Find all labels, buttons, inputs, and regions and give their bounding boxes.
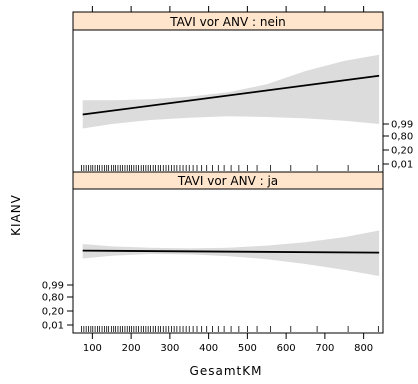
strip-label-1: TAVI vor ANV : ja: [177, 174, 278, 188]
y-tick-label-0-1: 0,80: [391, 132, 413, 143]
y-tick-label-0-0: 0,99: [391, 120, 413, 131]
chart-panels: TAVI vor ANV : nein0,990,800,200,01TAVI …: [42, 6, 413, 354]
y-axis-label: KIANV: [9, 194, 23, 236]
y-tick-label-1-0: 0,99: [42, 281, 64, 292]
x-tick-label-6: 700: [315, 343, 334, 354]
fit-line-1: [82, 249, 380, 254]
strip-label-0: TAVI vor ANV : nein: [169, 15, 286, 29]
panel-frame-1: [72, 188, 384, 334]
confidence-band-1: [82, 230, 380, 276]
x-tick-label-0: 100: [83, 343, 102, 354]
y-tick-label-0-3: 0,01: [391, 160, 413, 171]
y-tick-label-0-2: 0,20: [391, 146, 413, 157]
x-tick-label-5: 600: [277, 343, 296, 354]
y-tick-label-1-2: 0,20: [42, 307, 64, 318]
y-tick-label-1-1: 0,80: [42, 293, 64, 304]
x-tick-label-2: 300: [160, 343, 179, 354]
x-axis-label: GesamtKM: [190, 364, 263, 378]
x-tick-label-7: 800: [354, 343, 373, 354]
x-tick-label-3: 400: [199, 343, 218, 354]
y-tick-label-1-3: 0,01: [42, 321, 64, 332]
x-tick-label-4: 500: [238, 343, 257, 354]
confidence-band-0: [82, 54, 380, 129]
x-tick-label-1: 200: [122, 343, 141, 354]
fit-line-0: [82, 74, 380, 116]
